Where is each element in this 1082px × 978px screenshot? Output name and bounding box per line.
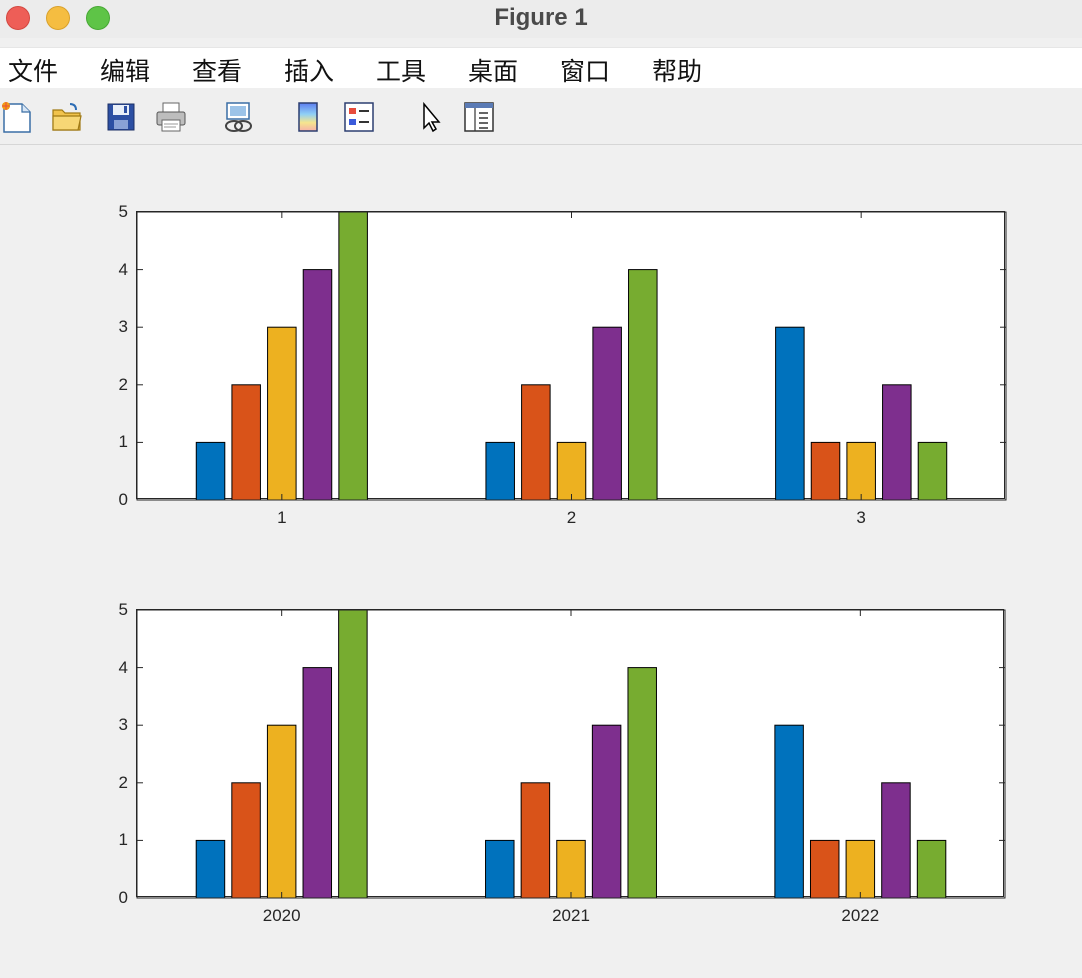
bar-plot [136, 211, 1007, 501]
colorbar-icon[interactable] [291, 100, 325, 134]
bar-chart-axes-bottom[interactable]: 0 1 2 3 4 5 2020 2021 2022 [119, 600, 1006, 925]
bar[interactable] [917, 441, 948, 501]
menu-bar: 文件 编辑 查看 插入 工具 桌面 窗口 帮助 [0, 47, 726, 89]
bar[interactable] [302, 269, 333, 501]
bar[interactable] [302, 667, 333, 899]
y-tick-label: 4 [118, 259, 128, 279]
menu-window[interactable]: 窗口 [560, 57, 611, 86]
minimize-window-button[interactable] [46, 6, 70, 30]
x-tick-label: 2022 [841, 906, 880, 925]
bar-plot [136, 609, 1006, 899]
y-tick-label: 0 [118, 888, 128, 907]
legend-icon[interactable] [342, 100, 376, 134]
bar[interactable] [845, 839, 876, 899]
bar[interactable] [775, 326, 805, 501]
menu-help[interactable]: 帮助 [652, 57, 703, 86]
save-icon[interactable] [104, 100, 138, 134]
menu-desktop[interactable]: 桌面 [468, 57, 519, 86]
bar[interactable] [231, 384, 261, 501]
y-tick-label: 0 [118, 490, 128, 509]
bar[interactable] [591, 724, 622, 899]
bar[interactable] [231, 782, 261, 899]
bar[interactable] [338, 609, 368, 899]
y-tick-label: 1 [118, 830, 128, 850]
bar[interactable] [485, 839, 515, 899]
edit-plot-pointer-icon[interactable] [414, 100, 448, 134]
bar[interactable] [485, 441, 515, 501]
bar[interactable] [556, 839, 586, 899]
print-icon[interactable] [154, 100, 188, 134]
bar[interactable] [556, 441, 587, 501]
y-tick-label: 3 [118, 317, 128, 337]
y-tick-label: 2 [118, 374, 128, 394]
bar[interactable] [916, 839, 947, 899]
bar[interactable] [338, 211, 368, 501]
y-tick-label: 3 [118, 715, 128, 735]
y-tick-label: 5 [118, 600, 128, 619]
bar[interactable] [592, 326, 622, 501]
axes-frame [136, 609, 1006, 899]
x-tick-label: 1 [277, 508, 287, 527]
link-icon[interactable] [221, 100, 255, 134]
menu-file[interactable]: 文件 [8, 57, 59, 86]
title-bar: Figure 1 [0, 0, 1082, 38]
bar-chart-axes-top[interactable]: 0 1 2 3 4 5 1 2 3 [119, 202, 1007, 527]
bar[interactable] [195, 839, 226, 899]
maximize-window-button[interactable] [86, 6, 110, 30]
bar[interactable] [195, 441, 226, 501]
open-file-icon[interactable] [50, 100, 84, 134]
menu-tools[interactable]: 工具 [376, 57, 427, 86]
y-tick-label: 4 [118, 657, 128, 677]
y-tick-label: 5 [118, 202, 128, 221]
new-figure-icon[interactable] [0, 100, 34, 134]
x-tick-label: 2 [566, 508, 577, 527]
menu-insert[interactable]: 插入 [284, 57, 335, 86]
property-inspector-icon[interactable] [462, 100, 496, 134]
toolbar [0, 88, 1082, 145]
bar[interactable] [267, 326, 297, 501]
menu-view[interactable]: 查看 [192, 57, 243, 86]
bar[interactable] [266, 724, 297, 899]
y-tick-label: 1 [118, 432, 128, 452]
bar[interactable] [627, 667, 657, 899]
x-tick-label: 2020 [262, 906, 301, 925]
x-tick-label: 3 [856, 508, 866, 527]
menu-bar-filler [726, 47, 1082, 88]
bar[interactable] [774, 724, 804, 899]
x-tick-label: 2021 [552, 906, 590, 925]
bar[interactable] [521, 384, 551, 501]
bar[interactable] [809, 839, 840, 899]
axes-frame [136, 211, 1007, 501]
bar[interactable] [882, 384, 912, 501]
bar[interactable] [810, 441, 841, 501]
bar[interactable] [881, 782, 911, 899]
bar[interactable] [520, 782, 551, 899]
y-tick-label: 2 [118, 772, 128, 792]
window-title: Figure 1 [494, 4, 588, 31]
bar[interactable] [846, 441, 876, 501]
bar[interactable] [628, 269, 658, 501]
close-window-button[interactable] [6, 6, 30, 30]
menu-edit[interactable]: 编辑 [100, 57, 151, 86]
